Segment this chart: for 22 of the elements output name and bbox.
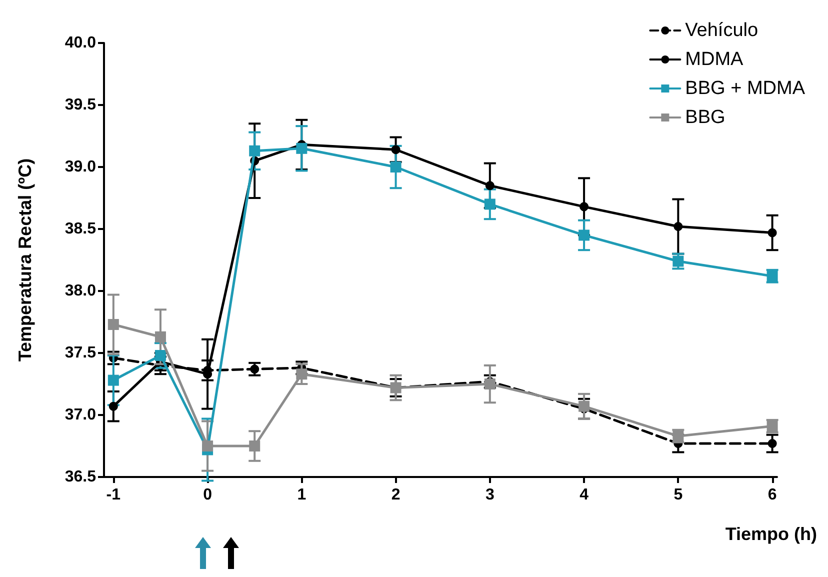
y-tick-label: 38.5 (64, 220, 96, 238)
y-tick-label: 37.0 (64, 406, 96, 424)
x-tick-label: 4 (580, 486, 589, 504)
y-tick-label: 36.5 (64, 468, 96, 486)
y-tick-label: 39.0 (64, 158, 96, 176)
x-tick-label: 6 (768, 486, 777, 504)
x-tick-label: -1 (106, 486, 121, 504)
legend-label: MDMA (685, 49, 744, 70)
x-tick-label: 2 (391, 486, 400, 504)
legend-label: BBG (685, 107, 726, 128)
x-tick-label: 5 (674, 486, 683, 504)
x-tick-label: 0 (203, 486, 212, 504)
y-tick-label: 37.5 (64, 344, 96, 362)
y-tick-label: 38.0 (64, 282, 96, 300)
y-axis-title: Temperatura Rectal (ºC) (15, 158, 35, 362)
y-tick-label: 40.0 (64, 34, 96, 52)
x-axis-title: Tiempo (h) (725, 524, 817, 544)
legend-label: Vehículo (685, 20, 758, 41)
x-tick-label: 3 (485, 486, 494, 504)
y-tick-label: 39.5 (64, 96, 96, 114)
x-tick-label: 1 (297, 486, 306, 504)
legend-label: BBG + MDMA (685, 78, 806, 99)
